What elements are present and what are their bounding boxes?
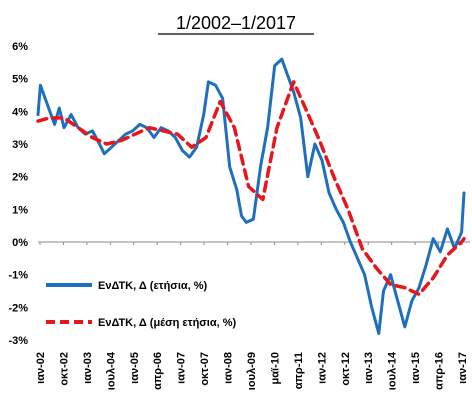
y-tick-label: 0% [12, 237, 28, 249]
y-axis-ticks: 6% 5% 4% 3% 2% 1% 0% -1% -2% -3% [8, 41, 28, 347]
x-tick-label: απρ-11 [293, 352, 305, 389]
y-tick-label: 5% [12, 74, 28, 86]
y-tick-label: 6% [12, 41, 28, 53]
y-tick-label: 3% [12, 139, 28, 151]
x-tick-label: απρ-16 [434, 352, 446, 390]
y-tick-label: -2% [8, 302, 28, 314]
series-line-average [36, 80, 466, 297]
x-tick-label: απρ-06 [152, 352, 164, 390]
x-tick-label: ιαν-05 [129, 352, 141, 384]
x-tick-label: οκτ-07 [199, 352, 211, 386]
x-tick-label: ιαν-07 [176, 352, 188, 384]
y-tick-label: 4% [12, 106, 28, 118]
x-tick-label: ιαν-08 [223, 352, 235, 384]
series-layer [36, 57, 466, 335]
legend-label-average: ΕνΔΤΚ, Δ (μέση ετήσια, %) [98, 317, 237, 329]
x-axis-ticks: ιαν-02 οκτ-02 ιαν-03 ιουλ-04 ιαν-05 απρ-06 ιαν… [35, 242, 469, 390]
x-tick-label: ιαν-15 [410, 352, 422, 384]
chart-title: 1/2002–1/2017 [176, 13, 296, 33]
x-tick-label: ιαν-12 [316, 352, 328, 384]
y-tick-label: -3% [8, 335, 28, 347]
x-tick-label: ιαν-03 [82, 352, 94, 384]
x-tick-label: ιαν-17 [457, 352, 469, 384]
series-line-observed [36, 57, 466, 335]
y-tick-label: 2% [12, 172, 28, 184]
y-tick-label: 1% [12, 204, 28, 216]
x-tick-label: ιουλ-09 [246, 352, 258, 390]
x-tick-label: μαϊ-10 [269, 352, 281, 384]
x-tick-label: οκτ-02 [58, 352, 70, 386]
x-tick-label: οκτ-12 [340, 352, 352, 386]
x-tick-label: ιαν-02 [35, 352, 47, 384]
legend-label-observed: ΕνΔΤΚ, Δ (ετήσια, %) [98, 280, 208, 292]
x-tick-label: ιαν-13 [363, 352, 375, 384]
x-tick-label: ιουλ-14 [387, 351, 399, 390]
legend: ΕνΔΤΚ, Δ (ετήσια, %) ΕνΔΤΚ, Δ (μέση ετήσ… [46, 280, 237, 329]
x-tick-label: ιουλ-04 [105, 351, 117, 390]
y-tick-label: -1% [8, 270, 28, 282]
